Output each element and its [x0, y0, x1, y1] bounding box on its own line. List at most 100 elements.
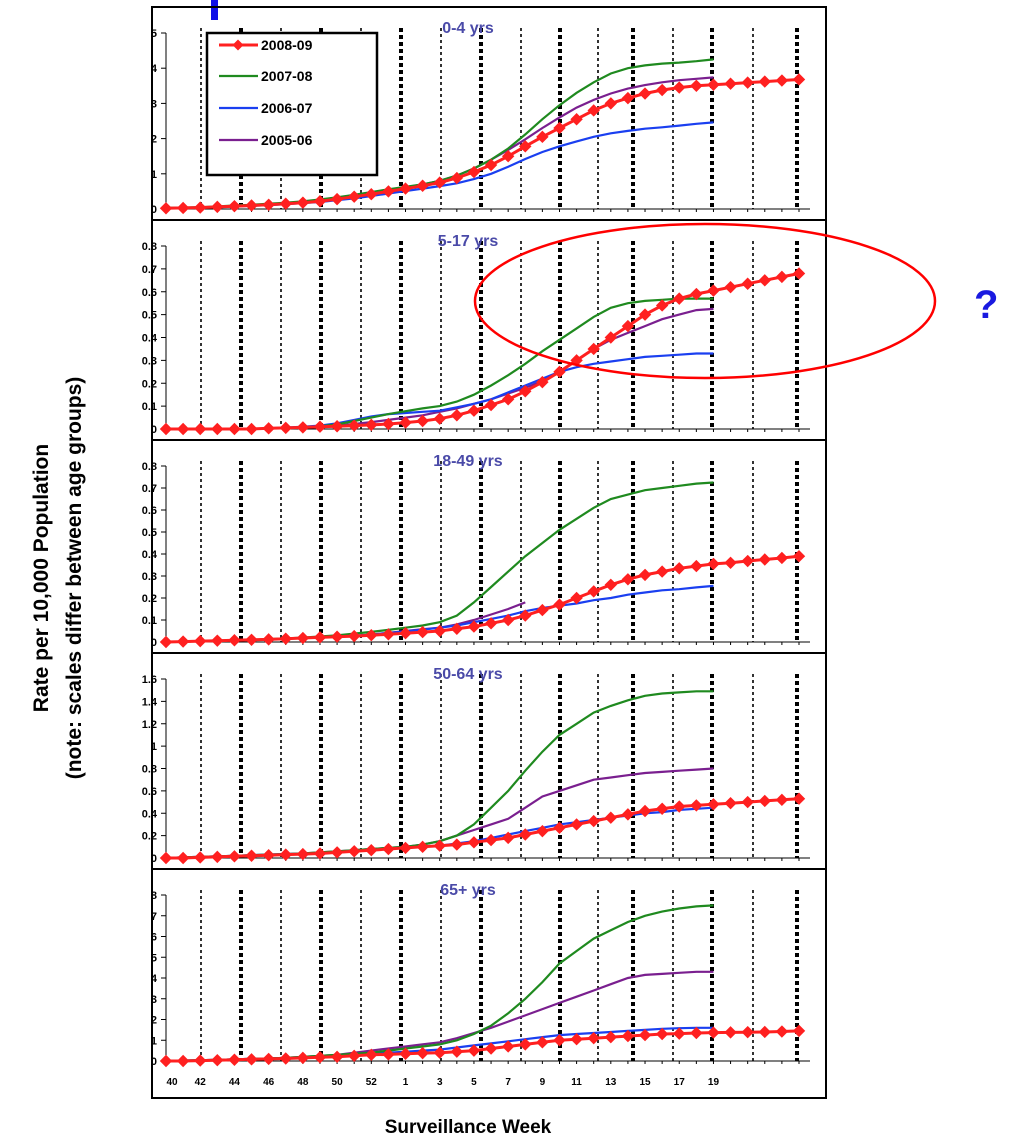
data-point-2008-09: [604, 1030, 618, 1044]
data-point-2008-09: [690, 79, 703, 93]
y-axis-title-line2: (note: scales differ between age groups): [63, 377, 86, 780]
data-point-2008-09: [382, 417, 395, 431]
data-point-2008-09: [519, 1038, 532, 1051]
data-point-2008-09: [724, 280, 737, 294]
y-tick-label: 0.2: [142, 378, 157, 390]
data-point-2008-09: [638, 1028, 652, 1042]
y-tick-label: 1.6: [142, 674, 157, 686]
y-tick-label: 1.2: [142, 719, 157, 731]
data-point-2008-09: [262, 848, 275, 862]
data-point-2008-09: [707, 78, 720, 91]
data-point-2008-09: [741, 554, 754, 568]
data-point-2008-09: [570, 818, 583, 831]
data-point-2008-09: [467, 165, 481, 179]
data-point-2008-09: [519, 609, 532, 622]
data-point-2008-09: [707, 798, 720, 811]
y-tick-label: 0.8: [142, 241, 157, 253]
x-tick-label: 40: [166, 1077, 178, 1088]
data-point-2008-09: [484, 398, 498, 412]
data-point-2008-09: [655, 802, 669, 815]
y-tick-label: 4: [151, 973, 158, 985]
y-tick-label: 0.4: [142, 333, 158, 345]
y-axis-title-line1: Rate per 10,000 Population: [30, 444, 53, 712]
data-point-2008-09: [501, 149, 515, 163]
data-point-2008-09: [690, 799, 703, 812]
data-point-2008-09: [416, 1046, 429, 1060]
data-point-2008-09: [741, 1025, 754, 1039]
panel-0-4-yrs: 0 1 2 3 4 5 0-4 yrs: [151, 20, 810, 216]
x-tick-label: 46: [263, 1077, 275, 1088]
data-point-2008-09: [176, 1054, 190, 1068]
data-point-2008-09: [313, 631, 327, 644]
data-point-2008-09: [330, 630, 344, 643]
data-point-2008-09: [501, 613, 515, 627]
y-tick-label: 0.3: [142, 571, 157, 583]
y-tick-label: 0.3: [142, 355, 157, 367]
legend-box: [205, 31, 379, 177]
panel-18-49-yrs: 0 0.1 0.2 0.3 0.4 0.5 0.6 0.7 0.8 18-49 yrs: [142, 439, 826, 649]
y-tick-label: 1: [151, 1035, 157, 1047]
panel-title: 18-49 yrs: [433, 453, 502, 470]
data-point-2008-09: [655, 1027, 669, 1041]
x-tick-label: 7: [505, 1077, 511, 1088]
data-point-2008-09: [194, 634, 207, 648]
data-point-2008-09: [638, 87, 652, 100]
data-point-2008-09: [365, 188, 378, 201]
data-point-2008-09: [484, 617, 498, 630]
data-point-2008-09: [211, 1053, 224, 1067]
data-point-2008-09: [365, 418, 378, 432]
y-tick-label: 0.4: [142, 808, 158, 820]
data-point-2008-09: [604, 331, 618, 344]
data-point-2008-09: [416, 414, 429, 428]
data-point-2008-09: [399, 416, 412, 429]
data-point-2008-09: [792, 1024, 806, 1038]
y-tick-label: 5: [151, 28, 157, 40]
data-point-2008-09: [347, 419, 361, 432]
data-point-2008-09: [228, 1053, 241, 1066]
data-point-2008-09: [347, 845, 361, 858]
x-tick-label: 42: [195, 1077, 207, 1088]
data-point-2008-09: [262, 633, 275, 646]
y-tick-label: 3: [151, 994, 157, 1006]
data-point-2008-09: [433, 412, 446, 425]
legend-label-2007-08: 2007-08: [261, 68, 313, 84]
data-point-2008-09: [399, 182, 412, 195]
y-tick-label: 6: [151, 932, 157, 944]
y-tick-label: 0.6: [142, 505, 157, 517]
data-point-2008-09: [279, 421, 292, 435]
x-tick-label: 5: [471, 1077, 477, 1088]
y-tick-label: 0.8: [142, 764, 157, 776]
data-point-2008-09: [433, 839, 446, 852]
y-tick-label: 4: [151, 63, 158, 75]
data-point-2008-09: [621, 91, 635, 105]
data-point-2008-09: [228, 422, 241, 436]
data-point-2008-09: [638, 804, 652, 818]
y-tick-label: 0.4: [142, 549, 158, 561]
y-tick-label: 0.5: [142, 527, 157, 539]
x-tick-label: 11: [571, 1077, 582, 1088]
panel-title: 5-17 yrs: [438, 233, 499, 250]
data-point-2008-09: [621, 808, 635, 821]
data-point-2008-09: [758, 274, 771, 287]
y-tick-label: 2: [151, 134, 157, 146]
legend-label-2008-09: 2008-09: [261, 37, 313, 53]
data-point-2008-09: [638, 308, 652, 321]
data-point-2008-09: [604, 578, 618, 592]
data-point-2008-09: [399, 1047, 412, 1060]
data-point-2008-09: [536, 603, 549, 617]
data-point-2008-09: [724, 1026, 737, 1039]
data-point-2008-09: [279, 848, 292, 861]
data-point-2008-09: [228, 634, 241, 647]
data-point-2008-09: [262, 422, 275, 435]
data-point-2008-09: [313, 420, 327, 433]
x-tick-label: 17: [674, 1077, 686, 1088]
data-point-2008-09: [194, 1054, 207, 1067]
y-tick-label: 0.1: [142, 615, 157, 627]
data-point-2008-09: [484, 158, 498, 172]
data-point-2008-09: [775, 270, 789, 284]
data-point-2008-09: [313, 847, 327, 860]
data-point-2008-09: [450, 622, 464, 636]
panel-50-64-yrs: 0 0.2 0.4 0.6 0.8 1 1.2 1.4 1.6 50-64 yrs: [142, 652, 826, 865]
y-tick-label: 0.5: [142, 310, 157, 322]
